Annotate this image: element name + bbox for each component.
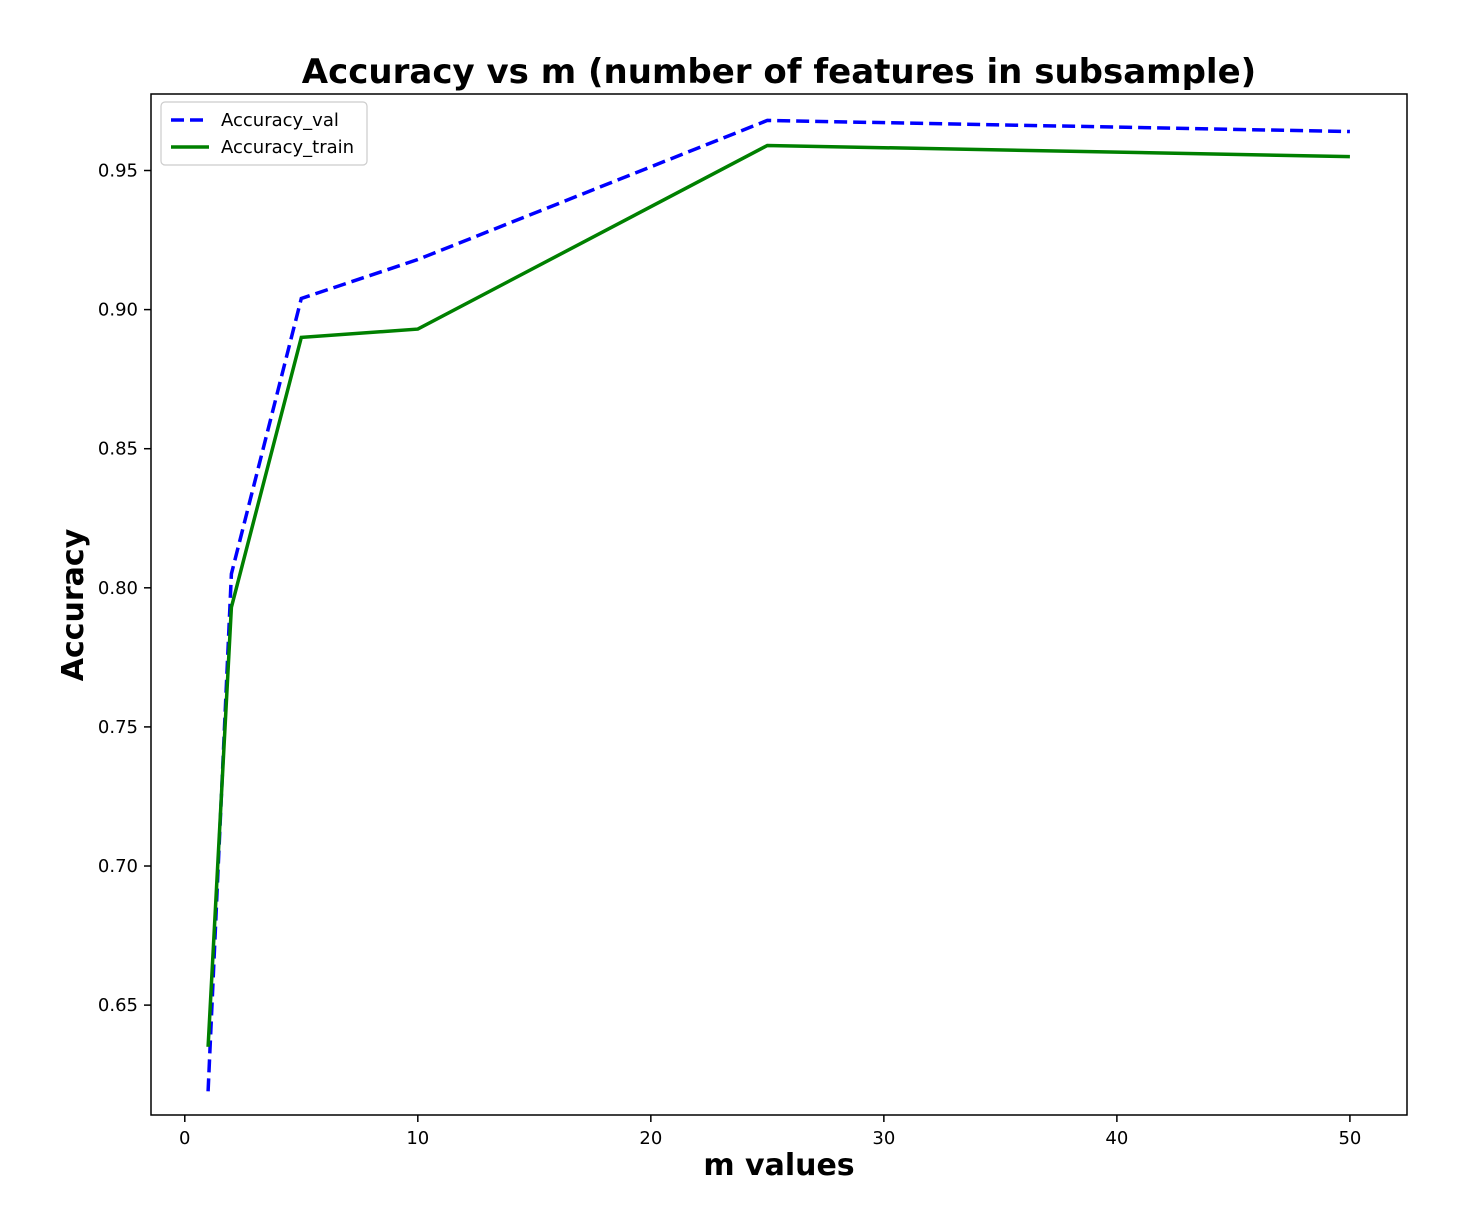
series-line-accuracy-train (206, 143, 1350, 1047)
series-layer (206, 118, 1350, 1092)
legend-box (160, 101, 368, 166)
x-axis-label: m values (703, 1148, 854, 1183)
legend-label-accuracy-val: Accuracy_val (221, 110, 339, 131)
y-tick-label: 0.90 (98, 300, 138, 321)
y-tick-label: 0.75 (98, 717, 138, 738)
x-tick-label: 20 (639, 1128, 662, 1149)
y-axis-ticks: 0.65 0.70 0.75 0.80 0.85 0.90 0.95 (98, 161, 151, 1016)
x-tick-label: 40 (1105, 1128, 1128, 1149)
y-tick-label: 0.70 (98, 856, 138, 877)
y-axis-label: Accuracy (56, 528, 91, 681)
plot-area (150, 93, 1408, 1116)
x-tick-label: 30 (872, 1128, 895, 1149)
x-tick-label: 10 (406, 1128, 429, 1149)
legend: Accuracy_val Accuracy_train (160, 101, 368, 166)
y-tick-label: 0.80 (98, 578, 138, 599)
y-tick-label: 0.95 (98, 161, 138, 182)
x-tick-label: 0 (179, 1128, 190, 1149)
chart-title: Accuracy vs m (number of features in sub… (302, 52, 1256, 92)
legend-label-accuracy-train: Accuracy_train (221, 137, 354, 158)
x-axis-ticks: 0 10 20 30 40 50 (179, 1115, 1361, 1149)
x-tick-label: 50 (1338, 1128, 1361, 1149)
plot-frame (150, 93, 1408, 1116)
y-tick-label: 0.65 (98, 995, 138, 1016)
series-line-accuracy-val (206, 118, 1350, 1092)
y-tick-label: 0.85 (98, 439, 138, 460)
